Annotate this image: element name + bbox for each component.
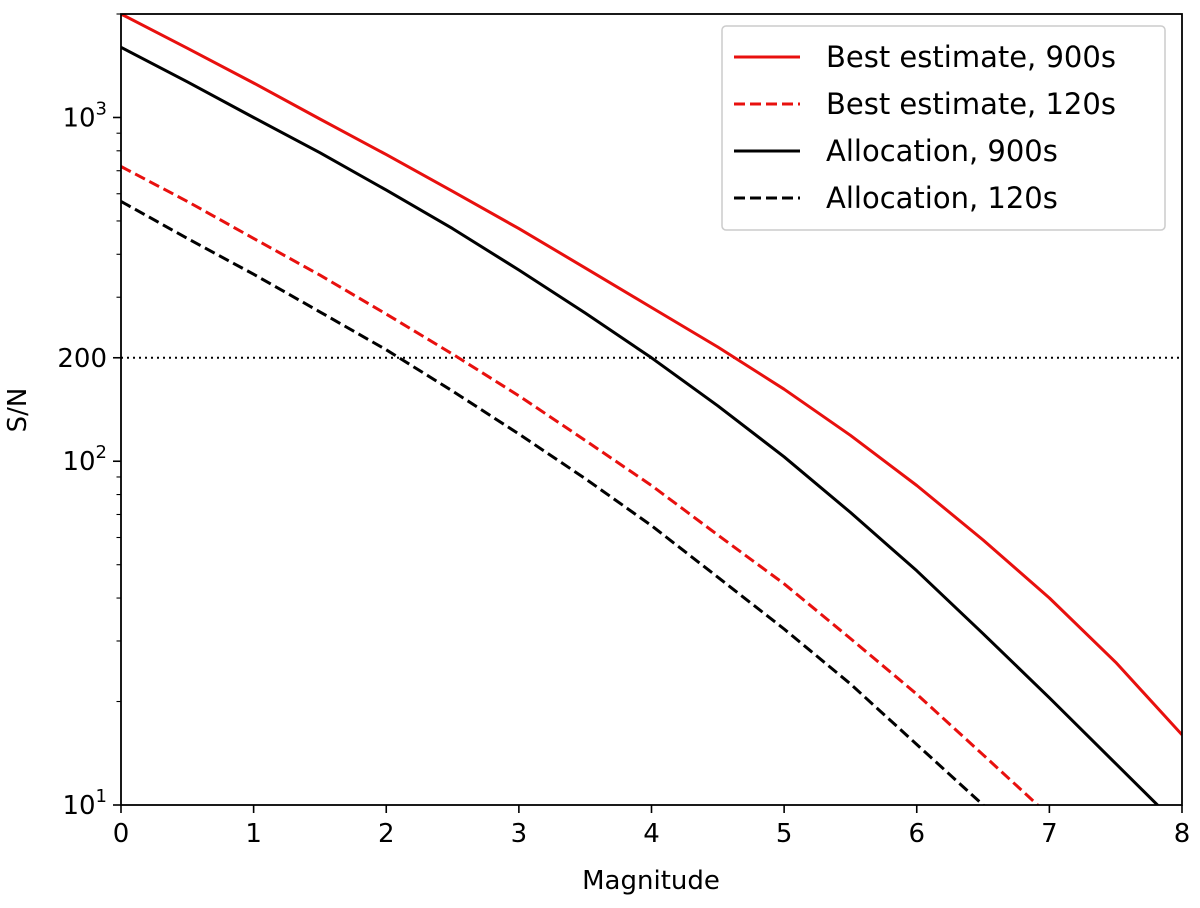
x-tick-label: 0 [113, 819, 130, 849]
x-tick-label: 5 [776, 819, 793, 849]
x-axis-title: Magnitude [582, 866, 720, 896]
x-tick-label: 3 [511, 819, 528, 849]
series-line-best-estimate-900s [121, 14, 1182, 736]
legend-label: Allocation, 120s [826, 181, 1058, 215]
x-tick-label: 6 [908, 819, 925, 849]
series-line-allocation-900s [121, 45, 1160, 805]
x-tick-label: 2 [378, 819, 395, 849]
y-tick-exponent: 1 [96, 786, 107, 807]
x-axis-ticks: 0 1 2 3 4 5 6 7 8 [113, 805, 1191, 849]
series-line-best-estimate-120s [121, 165, 1040, 805]
x-tick-label: 7 [1041, 819, 1058, 849]
y-tick-label: 103 [62, 98, 107, 133]
y-tick-value: 200 [57, 344, 107, 374]
y-tick-base: 10 [62, 447, 95, 477]
y-tick-label: 200 [57, 344, 107, 374]
x-tick-label: 8 [1174, 819, 1191, 849]
y-tick-base: 10 [62, 103, 95, 133]
y-tick-base: 10 [62, 791, 95, 821]
series-line-allocation-120s [121, 200, 986, 805]
legend-box [721, 25, 1166, 231]
y-tick-label: 102 [62, 442, 107, 477]
y-axis-title: S/N [3, 388, 33, 433]
y-tick-exponent: 3 [96, 98, 107, 119]
legend: Best estimate, 900s Best estimate, 120s Al… [721, 25, 1166, 231]
y-tick-label: 101 [62, 786, 107, 821]
legend-label: Best estimate, 120s [826, 87, 1116, 121]
x-tick-label: 4 [643, 819, 660, 849]
series-layer [121, 14, 1182, 805]
x-tick-label: 1 [245, 819, 262, 849]
legend-label: Allocation, 900s [826, 134, 1058, 168]
legend-label: Best estimate, 900s [826, 40, 1116, 74]
y-tick-exponent: 2 [96, 442, 107, 463]
